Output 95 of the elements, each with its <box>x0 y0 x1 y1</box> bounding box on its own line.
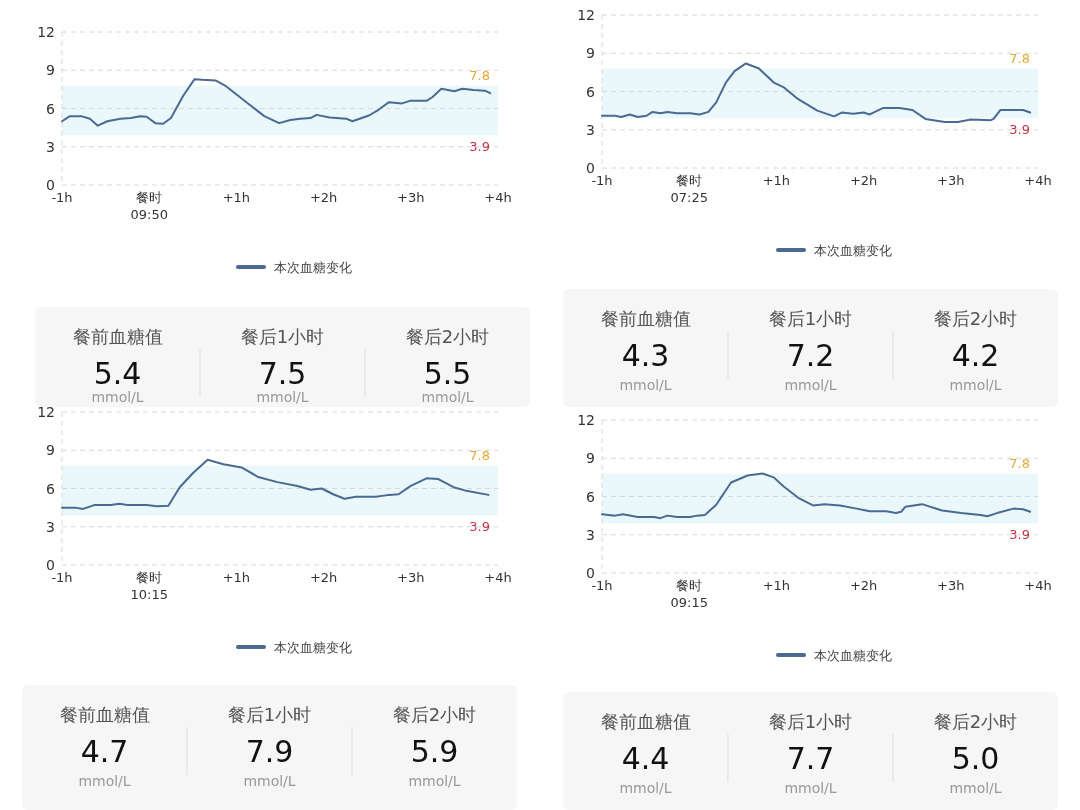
data-label: 5.5 <box>423 356 472 391</box>
x-tick-label: +3h <box>397 570 425 585</box>
y-tick-label: 0 <box>46 557 55 573</box>
text: mmol/L <box>78 773 131 789</box>
annotation: 7.8 <box>1009 50 1030 66</box>
x-tick-label: +2h <box>309 190 338 205</box>
x-tick-label: +3h <box>937 578 965 593</box>
text: mmol/L <box>949 780 1002 796</box>
legend-label: 本次血糖变化 <box>274 640 352 655</box>
line-series <box>61 458 490 510</box>
legend-label: 本次血糖变化 <box>814 648 892 663</box>
y-tick-label: 0 <box>46 177 55 193</box>
text: mmol/L <box>784 780 837 796</box>
y-tick-label: 9 <box>586 45 595 62</box>
annotation: 7.8 <box>469 447 490 463</box>
x-tick-label: +1h <box>222 190 251 205</box>
y-tick-label: 9 <box>586 450 595 467</box>
category-label: 餐前血糖值 <box>600 711 691 732</box>
category-label: 餐前血糖值 <box>59 704 150 725</box>
line-series <box>601 62 1032 124</box>
y-tick-label: 6 <box>586 83 596 100</box>
x-tick-label: -1h <box>51 190 73 205</box>
text: mmol/L <box>256 389 309 405</box>
y-tick-label: 0 <box>586 565 595 581</box>
x-tick-label: +4h <box>1024 173 1052 188</box>
category-label: 餐后1小时 <box>240 326 325 347</box>
y-tick-label: 12 <box>577 412 595 428</box>
x-tick-label: +3h <box>397 190 425 205</box>
text: mmol/L <box>784 377 837 393</box>
x-tick-label: 餐时 09:50 <box>130 190 168 222</box>
x-tick-label: +1h <box>762 173 791 188</box>
data-label: 5.4 <box>93 356 142 391</box>
text: mmol/L <box>949 377 1002 393</box>
category-label: 餐后1小时 <box>227 704 312 725</box>
data-label: 4.7 <box>80 734 129 769</box>
data-label: 7.2 <box>786 338 835 373</box>
data-label: 7.5 <box>258 356 307 391</box>
x-tick-label: 餐时 07:25 <box>670 173 708 205</box>
x-tick-label: +4h <box>1024 578 1052 593</box>
category-label: 餐前血糖值 <box>72 326 163 347</box>
text: mmol/L <box>619 780 672 796</box>
data-label: 7.7 <box>786 741 835 776</box>
x-tick-label: -1h <box>51 570 73 585</box>
x-tick-label: +2h <box>309 570 338 585</box>
x-tick-label: -1h <box>591 578 613 593</box>
text: mmol/L <box>619 377 672 393</box>
legend-label: 本次血糖变化 <box>274 260 352 275</box>
text: mmol/L <box>408 773 461 789</box>
y-tick-label: 12 <box>577 7 595 23</box>
y-tick-label: 12 <box>37 24 55 40</box>
category-label: 餐后2小时 <box>392 704 477 725</box>
data-label: 4.2 <box>951 338 1000 373</box>
category-label: 餐后1小时 <box>768 308 853 329</box>
annotation: 7.8 <box>1009 455 1030 471</box>
y-tick-label: 9 <box>46 442 55 459</box>
text: mmol/L <box>421 389 474 405</box>
x-tick-label: +4h <box>484 190 512 205</box>
y-tick-label: 3 <box>586 121 595 138</box>
x-tick-label: +3h <box>937 173 965 188</box>
x-tick-label: 餐时 10:15 <box>130 570 168 602</box>
y-tick-label: 6 <box>46 100 56 117</box>
category-label: 餐前血糖值 <box>600 308 691 329</box>
data-label: 7.9 <box>245 734 294 769</box>
category-label: 餐后2小时 <box>405 326 490 347</box>
x-tick-label: 餐时 09:15 <box>670 578 708 610</box>
annotation: 7.8 <box>469 67 490 83</box>
data-label: 4.3 <box>621 338 670 373</box>
y-tick-label: 0 <box>586 160 595 176</box>
annotation: 3.9 <box>1009 122 1030 138</box>
y-tick-label: 6 <box>46 480 56 497</box>
y-tick-label: 12 <box>37 404 55 420</box>
x-tick-label: -1h <box>591 173 613 188</box>
x-tick-label: +1h <box>762 578 791 593</box>
legend-label: 本次血糖变化 <box>814 243 892 258</box>
line-series <box>61 78 492 127</box>
x-tick-label: +4h <box>484 570 512 585</box>
y-tick-label: 3 <box>46 518 55 535</box>
y-tick-label: 9 <box>46 62 55 79</box>
annotation: 3.9 <box>1009 527 1030 543</box>
y-tick-label: 3 <box>46 138 55 155</box>
category-label: 餐后2小时 <box>933 308 1018 329</box>
y-tick-label: 6 <box>586 488 596 505</box>
x-tick-label: +2h <box>849 173 878 188</box>
text: mmol/L <box>91 389 144 405</box>
category-label: 餐后2小时 <box>933 711 1018 732</box>
y-tick-label: 3 <box>586 526 595 543</box>
text: mmol/L <box>243 773 296 789</box>
data-label: 5.0 <box>951 741 1000 776</box>
annotation: 3.9 <box>469 139 490 155</box>
data-label: 5.9 <box>410 734 459 769</box>
x-tick-label: +2h <box>849 578 878 593</box>
annotation: 3.9 <box>469 519 490 535</box>
x-tick-label: +1h <box>222 570 251 585</box>
category-label: 餐后1小时 <box>768 711 853 732</box>
data-label: 4.4 <box>621 741 670 776</box>
